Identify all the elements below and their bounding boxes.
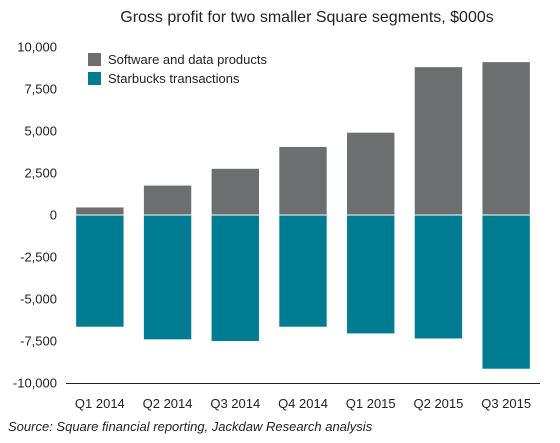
y-tick-label: 10,000: [17, 40, 57, 55]
bar-starbucks-5: [347, 215, 395, 334]
bar-software-3: [211, 168, 259, 215]
y-tick-label: 7,500: [24, 82, 57, 97]
x-tick-label: Q2 2015: [413, 396, 463, 411]
x-tick-label: Q2 2014: [143, 396, 193, 411]
y-tick-label: -2,500: [20, 250, 57, 265]
x-tick-label: Q3 2014: [210, 396, 260, 411]
bar-starbucks-6: [414, 215, 463, 339]
y-tick-label: 5,000: [24, 124, 57, 139]
bar-starbucks-2: [143, 215, 192, 340]
y-tick-label: -5,000: [20, 292, 57, 307]
bar-starbucks-1: [76, 215, 124, 327]
bar-software-5: [347, 132, 395, 215]
bar-starbucks-3: [211, 215, 259, 341]
bar-software-4: [279, 146, 327, 215]
x-tick-label: Q1 2014: [75, 396, 125, 411]
bar-software-2: [143, 185, 192, 215]
x-tick-label: Q1 2015: [346, 396, 396, 411]
bar-software-6: [414, 67, 463, 215]
legend-swatch-software: [88, 53, 101, 66]
y-tick-label: 0: [50, 208, 57, 223]
y-tick-label: 2,500: [24, 166, 57, 181]
bar-starbucks-7: [482, 215, 530, 369]
source-note: Source: Square financial reporting, Jack…: [8, 419, 373, 434]
chart-title: Gross profit for two smaller Square segm…: [120, 9, 494, 26]
legend-label-software: Software and data products: [108, 52, 267, 67]
y-tick-label: -10,000: [13, 376, 57, 391]
bar-software-7: [482, 62, 530, 216]
bar-software-1: [76, 207, 124, 215]
y-axis: 10,000 7,500 5,000 2,500 0 -2,500 -5,000 -7,500…: [13, 40, 57, 391]
legend: Software and data products Starbucks tra…: [88, 52, 267, 86]
legend-swatch-starbucks: [88, 72, 101, 85]
x-axis: Q1 2014 Q2 2014 Q3 2014 Q4 2014 Q1 2015 Q2 20…: [75, 396, 531, 411]
legend-label-starbucks: Starbucks transactions: [108, 71, 240, 86]
x-tick-label: Q3 2015: [481, 396, 531, 411]
y-tick-label: -7,500: [20, 334, 57, 349]
x-tick-label: Q4 2014: [278, 396, 328, 411]
bar-starbucks-4: [279, 215, 327, 327]
bar-series-group: [76, 62, 530, 369]
